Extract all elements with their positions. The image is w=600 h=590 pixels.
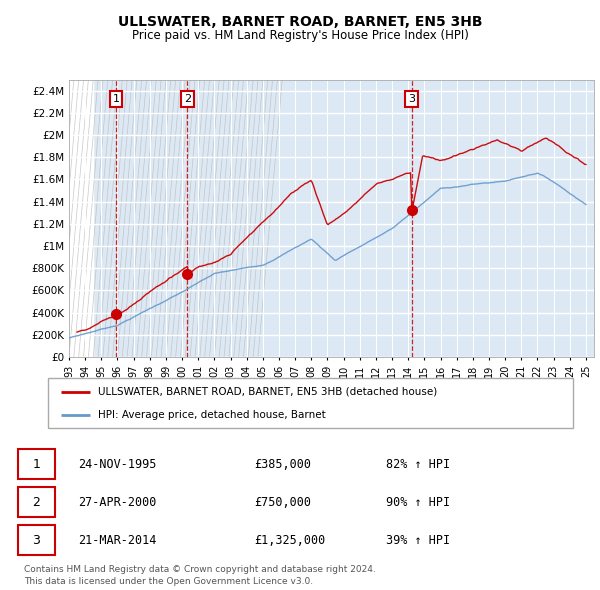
Text: 2: 2 bbox=[32, 496, 40, 509]
Text: £385,000: £385,000 bbox=[254, 458, 311, 471]
Text: 3: 3 bbox=[408, 94, 415, 104]
Text: ULLSWATER, BARNET ROAD, BARNET, EN5 3HB: ULLSWATER, BARNET ROAD, BARNET, EN5 3HB bbox=[118, 15, 482, 29]
Text: 24-NOV-1995: 24-NOV-1995 bbox=[78, 458, 157, 471]
Text: 1: 1 bbox=[112, 94, 119, 104]
Text: 39% ↑ HPI: 39% ↑ HPI bbox=[386, 534, 451, 547]
Text: HPI: Average price, detached house, Barnet: HPI: Average price, detached house, Barn… bbox=[98, 410, 326, 420]
Text: 82% ↑ HPI: 82% ↑ HPI bbox=[386, 458, 451, 471]
Text: 2: 2 bbox=[184, 94, 191, 104]
Bar bbox=[18, 525, 55, 555]
Text: Contains HM Land Registry data © Crown copyright and database right 2024.: Contains HM Land Registry data © Crown c… bbox=[24, 565, 376, 574]
Text: Price paid vs. HM Land Registry's House Price Index (HPI): Price paid vs. HM Land Registry's House … bbox=[131, 30, 469, 42]
Text: 27-APR-2000: 27-APR-2000 bbox=[78, 496, 157, 509]
Bar bbox=[18, 487, 55, 517]
Text: ULLSWATER, BARNET ROAD, BARNET, EN5 3HB (detached house): ULLSWATER, BARNET ROAD, BARNET, EN5 3HB … bbox=[98, 386, 437, 396]
Text: 21-MAR-2014: 21-MAR-2014 bbox=[78, 534, 157, 547]
Text: 90% ↑ HPI: 90% ↑ HPI bbox=[386, 496, 451, 509]
Text: 1: 1 bbox=[32, 458, 40, 471]
Text: £1,325,000: £1,325,000 bbox=[254, 534, 325, 547]
Text: 3: 3 bbox=[32, 534, 40, 547]
Text: £750,000: £750,000 bbox=[254, 496, 311, 509]
Text: This data is licensed under the Open Government Licence v3.0.: This data is licensed under the Open Gov… bbox=[24, 577, 313, 586]
Bar bbox=[18, 450, 55, 479]
